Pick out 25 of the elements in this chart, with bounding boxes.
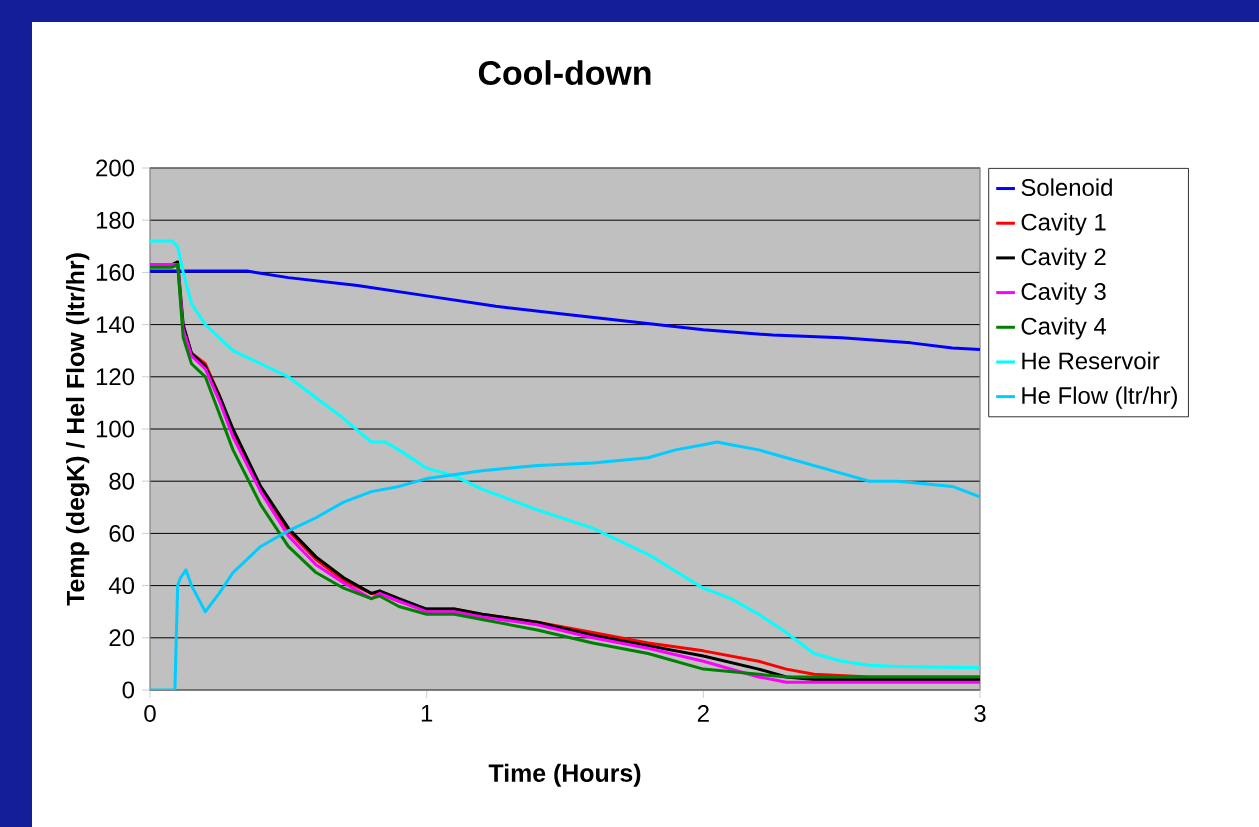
y-tick-label: 0 [122, 681, 135, 699]
legend-label: Cavity 1 [1021, 213, 1106, 236]
legend-label: Cavity 3 [1021, 282, 1106, 305]
y-axis-title: Temp (degK) / Hel Flow (ltr/hr) [66, 253, 90, 606]
y-tick-label: 80 [109, 472, 135, 490]
y-tick-label: 120 [96, 368, 135, 386]
x-axis-title: Time (Hours) [488, 763, 641, 787]
x-tick-label: 3 [974, 705, 986, 722]
x-tick-label: 1 [421, 705, 433, 722]
legend-label: Solenoid [1021, 178, 1112, 196]
y-tick-label: 200 [96, 159, 135, 177]
y-tick-label: 180 [96, 211, 135, 229]
legend-label: Cavity 4 [1021, 317, 1107, 340]
legend-label: He Flow (ltr/hr) [1022, 386, 1177, 409]
y-tick-label: 140 [96, 316, 135, 334]
legend-label: He Reservoir [1022, 351, 1160, 370]
x-tick-label: 2 [697, 705, 709, 722]
y-tick-label: 60 [109, 524, 135, 542]
y-tick-label: 100 [96, 420, 135, 438]
y-tick-label: 20 [109, 629, 135, 647]
x-tick-label: 0 [144, 705, 156, 722]
y-tick-label: 40 [108, 577, 135, 595]
chart-title: Cool-down [478, 60, 651, 86]
legend-label: Cavity 2 [1021, 247, 1106, 271]
y-tick-label: 160 [96, 263, 135, 281]
